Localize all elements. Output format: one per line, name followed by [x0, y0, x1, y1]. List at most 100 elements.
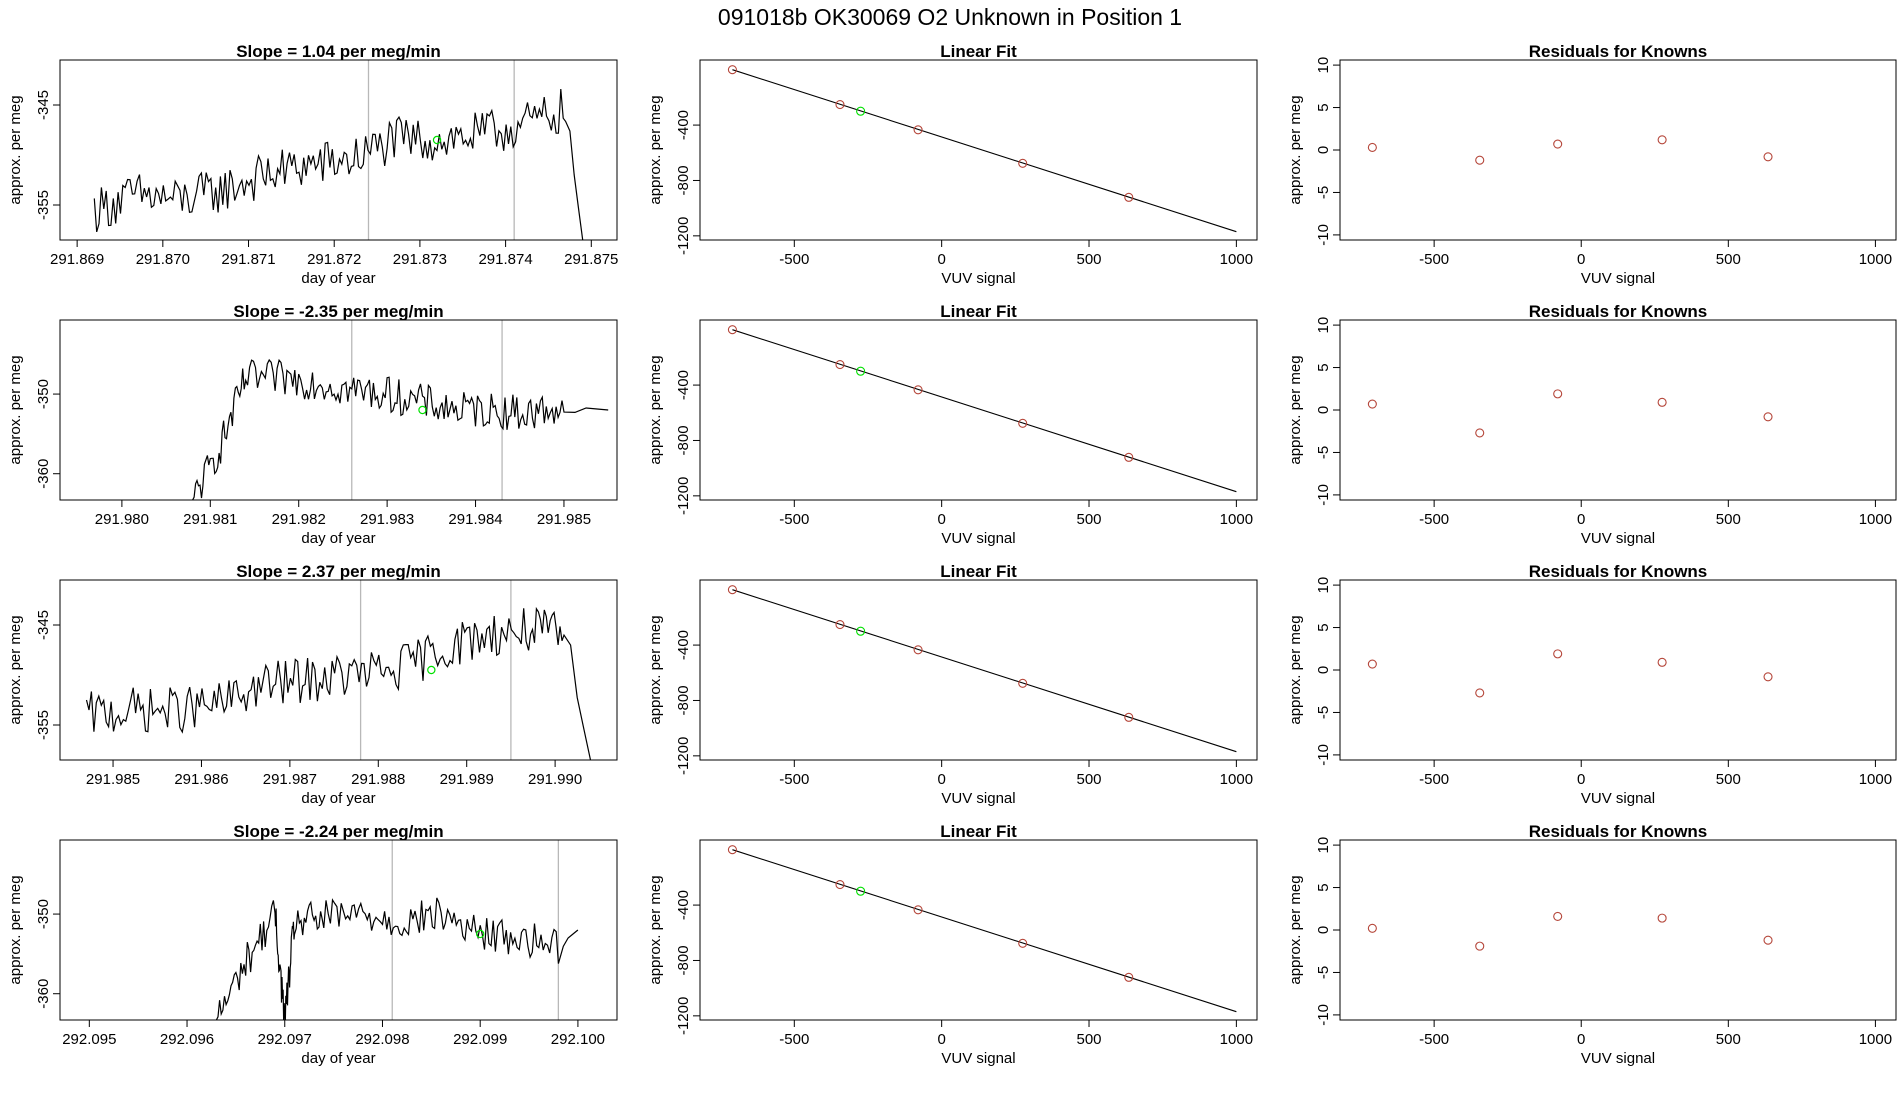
unknown-point-marker [475, 929, 485, 939]
known-point [913, 645, 923, 655]
x-tick-label: 0 [1577, 1031, 1585, 1048]
chart-timeseries-3: 291.985 291.986 291.987 291.988 291.989 291.9… [7, 562, 618, 807]
y-tick-label: 10 [1315, 317, 1332, 334]
x-tick-label: 291.875 [564, 251, 618, 268]
y-tick-label: -400 [675, 630, 692, 660]
plot-frame [59, 59, 618, 241]
x-tick-label: -500 [779, 511, 809, 528]
x-tick-label: 1000 [1859, 511, 1892, 528]
series-line [85, 606, 592, 760]
y-tick-label: -360 [35, 459, 52, 489]
x-tick-label: 1000 [1859, 1031, 1892, 1048]
plot-frame [1339, 319, 1897, 501]
chart-linear_fit-1: -500 0 500 1000 VUV signal -400 -800 -1200 appro… [647, 42, 1258, 287]
y-tick-label: -400 [675, 370, 692, 400]
x-axis-label: VUV signal [1581, 270, 1655, 287]
known-point [1124, 192, 1134, 202]
x-axis-label: day of year [301, 530, 375, 547]
x-axis-label: VUV signal [1581, 1050, 1655, 1067]
plot-frame [59, 579, 618, 761]
plot-frame [699, 579, 1258, 761]
known-point [1018, 158, 1028, 168]
residual-point [1475, 941, 1485, 951]
y-tick-label: -10 [1315, 744, 1332, 766]
chart-title: Residuals for Knowns [1529, 562, 1708, 581]
x-tick-label: -500 [1419, 1031, 1449, 1048]
chart-title: Slope = -2.24 per meg/min [233, 822, 443, 841]
unknown-point [856, 886, 866, 896]
x-tick-label: 0 [937, 511, 945, 528]
x-tick-label: 291.986 [174, 771, 228, 788]
chart-title: Residuals for Knowns [1529, 822, 1708, 841]
y-tick-label: -800 [675, 685, 692, 715]
x-tick-label: 0 [937, 251, 945, 268]
y-axis-label: approx. per meg [1287, 615, 1304, 724]
y-tick-label: 5 [1315, 623, 1332, 631]
chart-title: Linear Fit [940, 562, 1017, 581]
x-tick-label: 1000 [1859, 251, 1892, 268]
y-axis-label: approx. per meg [1287, 875, 1304, 984]
y-tick-label: -10 [1315, 224, 1332, 246]
x-tick-label: 500 [1716, 511, 1741, 528]
y-tick-label: -1200 [675, 477, 692, 515]
chart-timeseries-2: 291.980 291.981 291.982 291.983 291.984 291.9… [7, 302, 618, 547]
known-point [1018, 938, 1028, 948]
plot-area [727, 65, 1237, 233]
residual-point [1657, 397, 1667, 407]
x-tick-label: 291.874 [478, 251, 532, 268]
x-tick-label: 0 [937, 1031, 945, 1048]
residual-point [1475, 688, 1485, 698]
x-tick-label: 500 [1716, 771, 1741, 788]
plot-area [1367, 911, 1773, 951]
plot-frame [699, 839, 1258, 1021]
unknown-point [856, 626, 866, 636]
chart-title: Linear Fit [940, 822, 1017, 841]
y-tick-label: -5 [1315, 966, 1332, 979]
x-tick-label: 291.869 [50, 251, 104, 268]
y-axis-label: approx. per meg [647, 95, 664, 204]
x-tick-label: 292.096 [160, 1031, 214, 1048]
known-point [1018, 678, 1028, 688]
x-tick-label: 500 [1716, 1031, 1741, 1048]
x-axis-label: VUV signal [1581, 530, 1655, 547]
residual-point [1763, 412, 1773, 422]
known-point [913, 125, 923, 135]
y-tick-label: 5 [1315, 363, 1332, 371]
known-point [913, 905, 923, 915]
known-point [1124, 972, 1134, 982]
known-point [1018, 418, 1028, 428]
residual-point [1657, 135, 1667, 145]
chart-title: Residuals for Knowns [1529, 302, 1708, 321]
y-tick-label: -360 [35, 979, 52, 1009]
x-tick-label: 291.987 [263, 771, 317, 788]
y-tick-label: -345 [35, 90, 52, 120]
known-point [835, 880, 845, 890]
y-tick-label: 5 [1315, 883, 1332, 891]
chart-title: Slope = 2.37 per meg/min [236, 562, 441, 581]
residual-point [1657, 657, 1667, 667]
x-axis-label: VUV signal [941, 530, 1015, 547]
plot-area [1367, 649, 1773, 698]
plot-area [1367, 135, 1773, 165]
fit-line [732, 849, 1237, 1013]
x-tick-label: -500 [1419, 511, 1449, 528]
plot-area [192, 358, 609, 500]
chart-title: Slope = -2.35 per meg/min [233, 302, 443, 321]
y-tick-label: -1200 [675, 737, 692, 775]
y-tick-label: -5 [1315, 706, 1332, 719]
known-point [835, 620, 845, 630]
chart-residuals-3: -500 0 500 1000 VUV signal 10 5 0 -5 -10 approx. p… [1287, 562, 1897, 807]
y-tick-label: -800 [675, 945, 692, 975]
chart-residuals-4: -500 0 500 1000 VUV signal 10 5 0 -5 -10 approx. p… [1287, 822, 1897, 1067]
x-axis-label: VUV signal [1581, 790, 1655, 807]
chart-title: Residuals for Knowns [1529, 42, 1708, 61]
y-tick-label: 5 [1315, 103, 1332, 111]
chart-linear_fit-3: -500 0 500 1000 VUV signal -400 -800 -1200 appro… [647, 562, 1258, 807]
x-tick-label: 1000 [1220, 511, 1253, 528]
residual-point [1475, 428, 1485, 438]
known-point [1124, 712, 1134, 722]
plot-area [1367, 389, 1773, 438]
y-tick-label: -800 [675, 165, 692, 195]
y-axis-label: approx. per meg [7, 615, 24, 724]
